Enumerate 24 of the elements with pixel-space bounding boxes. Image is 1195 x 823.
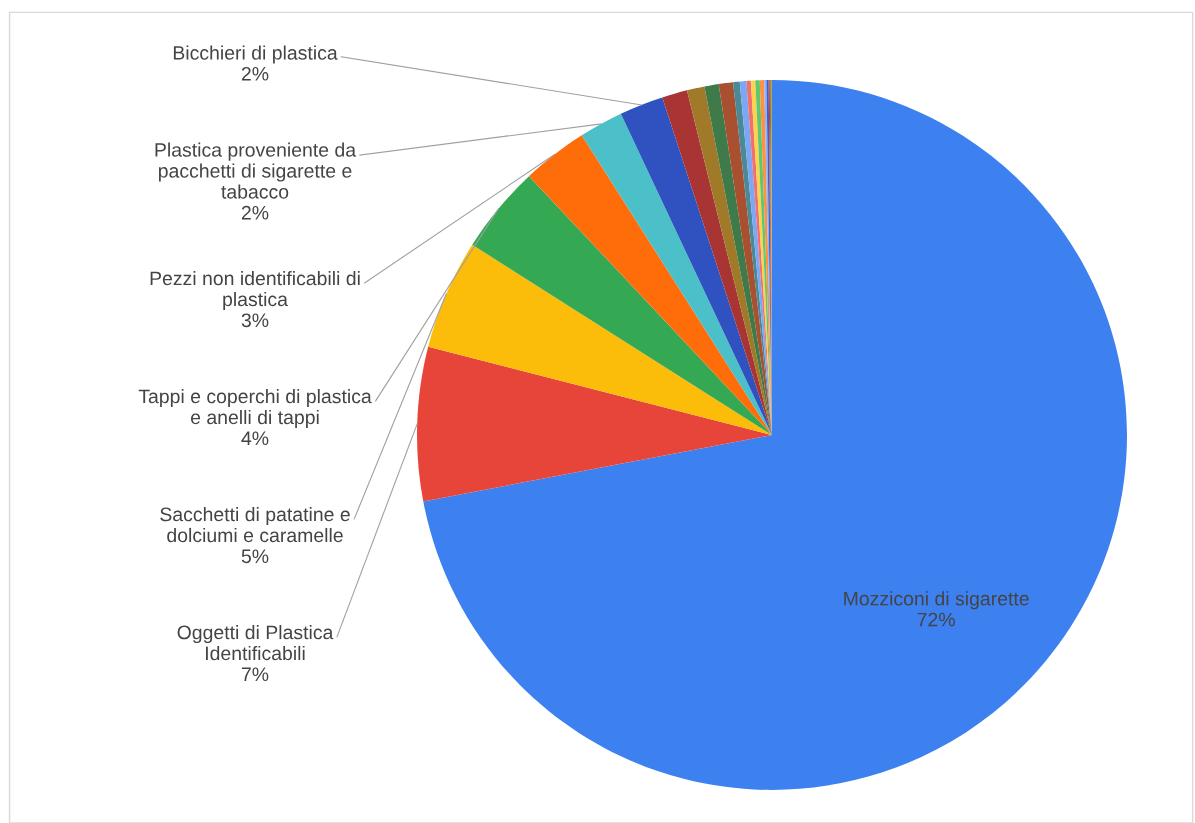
pie-slice <box>428 244 772 435</box>
slice-label: Mozziconi di sigarette <box>844 591 1029 610</box>
data-label: 5% <box>241 549 269 564</box>
slice-label: Tappi e coperchi di plastica e anelli di tappi <box>138 388 372 429</box>
data-label: 2% <box>241 66 269 81</box>
data-label: 3% <box>241 313 269 328</box>
pie-slice <box>718 82 772 435</box>
pie-slice <box>581 113 772 435</box>
pie-slice <box>528 135 772 435</box>
pie-slice <box>686 86 772 435</box>
pie-slice <box>417 346 772 502</box>
slice-label: Oggetti di Plastica Identificabili <box>177 624 334 661</box>
slice-label: Sacchetti di patatine e dolciumi e caramelle <box>160 506 350 543</box>
slice-label: Plastica proveniente da pacchetti di sigarette e tabacco <box>155 142 357 199</box>
slice-label: Bicchieri di plastica <box>173 45 338 64</box>
data-label: 2% <box>241 205 269 220</box>
pie-slice <box>472 176 772 435</box>
data-label: 72% <box>917 612 955 627</box>
data-label: 7% <box>241 667 269 682</box>
pie-slice <box>620 97 772 435</box>
pie-slice <box>662 90 772 435</box>
slice-label: Pezzi non identificabili di plastica <box>150 270 360 311</box>
data-label: 4% <box>241 431 269 446</box>
pie-slice <box>423 80 1127 790</box>
